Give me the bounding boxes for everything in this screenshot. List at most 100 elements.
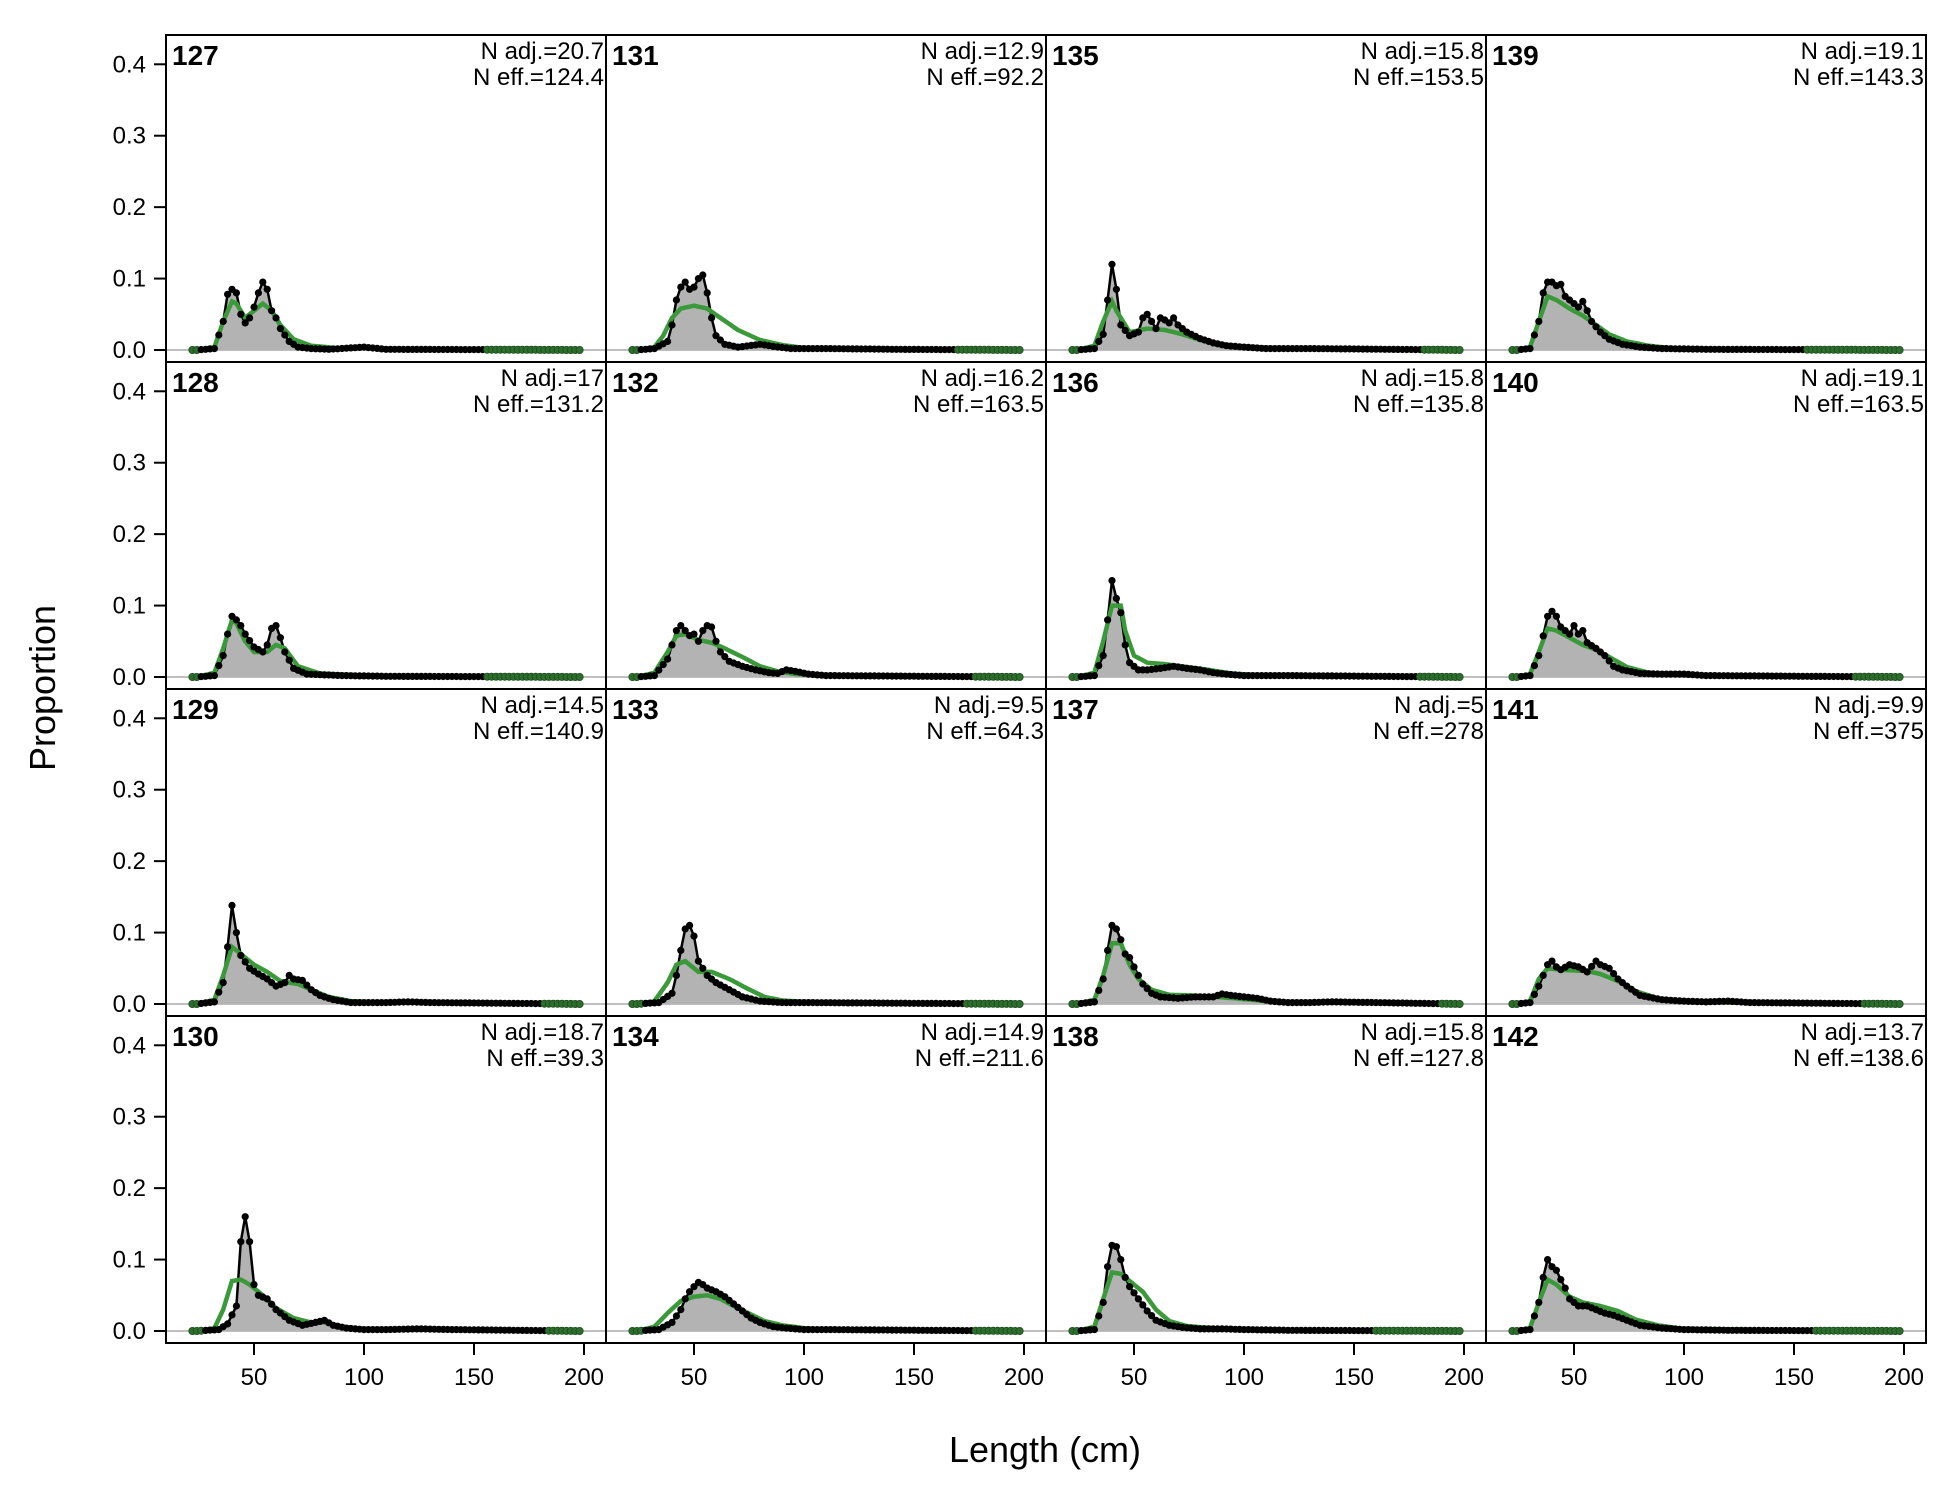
panel-n-adj: N adj.=14.5 <box>481 692 604 719</box>
panel-n-adj: N adj.=17 <box>501 365 604 392</box>
observed-point <box>1165 319 1173 327</box>
observed-point <box>1579 297 1587 305</box>
observed-point <box>686 1288 694 1296</box>
panel-n-eff: N eff.=211.6 <box>915 1045 1044 1072</box>
observed-point <box>1104 616 1112 624</box>
y-tick-label: 0.1 <box>113 266 146 293</box>
y-tick-label: 0.4 <box>113 51 146 78</box>
observed-point <box>210 998 218 1006</box>
y-tick-label: 0.1 <box>113 1247 146 1274</box>
observed-point <box>263 285 271 293</box>
observed-point <box>1895 1000 1904 1009</box>
x-tick-label: 200 <box>1444 1364 1484 1391</box>
panel-n-eff: N eff.=163.5 <box>1793 391 1924 418</box>
observed-point <box>1126 1283 1134 1291</box>
observed-point <box>1015 345 1024 354</box>
observed-point <box>1561 1284 1569 1292</box>
observed-point <box>1095 662 1103 670</box>
observed-point <box>281 979 289 987</box>
observed-point <box>708 314 716 322</box>
observed-point <box>668 641 676 649</box>
observed-point <box>1095 1312 1103 1320</box>
panel-label: 127 <box>172 40 219 71</box>
observed-point <box>1134 1295 1142 1303</box>
observed-point <box>668 989 676 997</box>
observed-point <box>224 943 232 951</box>
panel-133: 133 N adj.=9.5N eff.=64.3 <box>605 688 1047 1017</box>
observed-point <box>1539 632 1547 640</box>
panel-n-eff: N eff.=92.2 <box>926 64 1044 91</box>
observed-point <box>241 958 249 966</box>
observed-point <box>1526 345 1534 353</box>
observed-point <box>1139 1301 1147 1309</box>
panel-135: 135 N adj.=15.8N eff.=153.5 <box>1045 34 1487 363</box>
observed-point <box>285 656 293 664</box>
panel-140: 140 N adj.=19.1N eff.=163.5 <box>1485 361 1927 690</box>
panel-n-eff: N eff.=39.3 <box>486 1045 604 1072</box>
observed-point <box>1535 652 1543 660</box>
observed-point <box>1108 577 1116 585</box>
observed-point <box>272 314 280 322</box>
observed-point <box>1530 1312 1538 1320</box>
x-tick-label: 100 <box>344 1364 384 1391</box>
observed-point <box>1570 622 1578 630</box>
y-tick-label: 0.2 <box>113 521 146 548</box>
panel-n-eff: N eff.=143.3 <box>1793 64 1924 91</box>
observed-point <box>664 337 672 345</box>
panel-134: 134 N adj.=14.9N eff.=211.6 <box>605 1015 1047 1344</box>
y-tick-label: 0.1 <box>113 920 146 947</box>
panel-n-eff: N eff.=140.9 <box>473 718 604 745</box>
observed-point <box>1090 1326 1098 1334</box>
observed-point <box>1108 260 1116 268</box>
observed-point <box>259 278 267 286</box>
observed-point <box>1099 975 1107 983</box>
observed-point <box>228 1311 236 1319</box>
observed-point <box>1121 641 1129 649</box>
observed-point <box>1544 1256 1552 1264</box>
x-tick-label: 200 <box>1004 1364 1044 1391</box>
observed-point <box>1015 673 1024 682</box>
observed-point <box>1099 652 1107 660</box>
observed-point <box>575 1327 584 1336</box>
observed-point <box>1104 296 1112 304</box>
x-tick-label: 100 <box>1664 1364 1704 1391</box>
observed-point <box>224 1320 232 1328</box>
panel-n-adj: N adj.=14.9 <box>921 1019 1044 1046</box>
observed-area <box>1512 282 1900 350</box>
observed-point <box>575 345 584 354</box>
observed-point <box>268 307 276 315</box>
observed-point <box>1090 998 1098 1006</box>
observed-area <box>632 1282 1020 1331</box>
y-tick-label: 0.3 <box>113 123 146 150</box>
panel-n-adj: N adj.=15.8 <box>1361 38 1484 65</box>
observed-point <box>1579 627 1587 635</box>
observed-point <box>1535 317 1543 325</box>
x-tick-label: 200 <box>1884 1364 1924 1391</box>
observed-point <box>681 278 689 286</box>
y-tick-label: 0.4 <box>113 378 146 405</box>
observed-point <box>575 1000 584 1009</box>
axes-layer: 0.0 0.1 0.2 0.3 0.4 0.0 0.1 0.2 0.3 0.4 0.0 0.1 0.2 0… <box>113 51 1924 1391</box>
observed-point <box>224 630 232 638</box>
observed-point <box>232 616 240 624</box>
observed-point <box>246 637 254 645</box>
panel-n-adj: N adj.=13.7 <box>1801 1019 1924 1046</box>
observed-point <box>721 653 729 661</box>
observed-point <box>681 1295 689 1303</box>
observed-point <box>1530 990 1538 999</box>
y-tick-label: 0.3 <box>113 1104 146 1131</box>
observed-point <box>1112 1243 1120 1251</box>
observed-point <box>712 332 720 340</box>
observed-point <box>1130 1289 1138 1297</box>
observed-point <box>298 976 306 985</box>
panel-n-adj: N adj.=9.9 <box>1814 692 1924 719</box>
panel-n-eff: N eff.=153.5 <box>1353 64 1484 91</box>
observed-point <box>668 321 676 329</box>
observed-point <box>1130 963 1138 971</box>
panel-n-eff: N eff.=124.4 <box>473 64 604 91</box>
observed-point <box>237 622 245 630</box>
observed-point <box>1592 323 1600 331</box>
panel-label: 133 <box>612 694 659 725</box>
panel-label: 138 <box>1052 1021 1099 1052</box>
observed-point <box>1015 1000 1024 1009</box>
